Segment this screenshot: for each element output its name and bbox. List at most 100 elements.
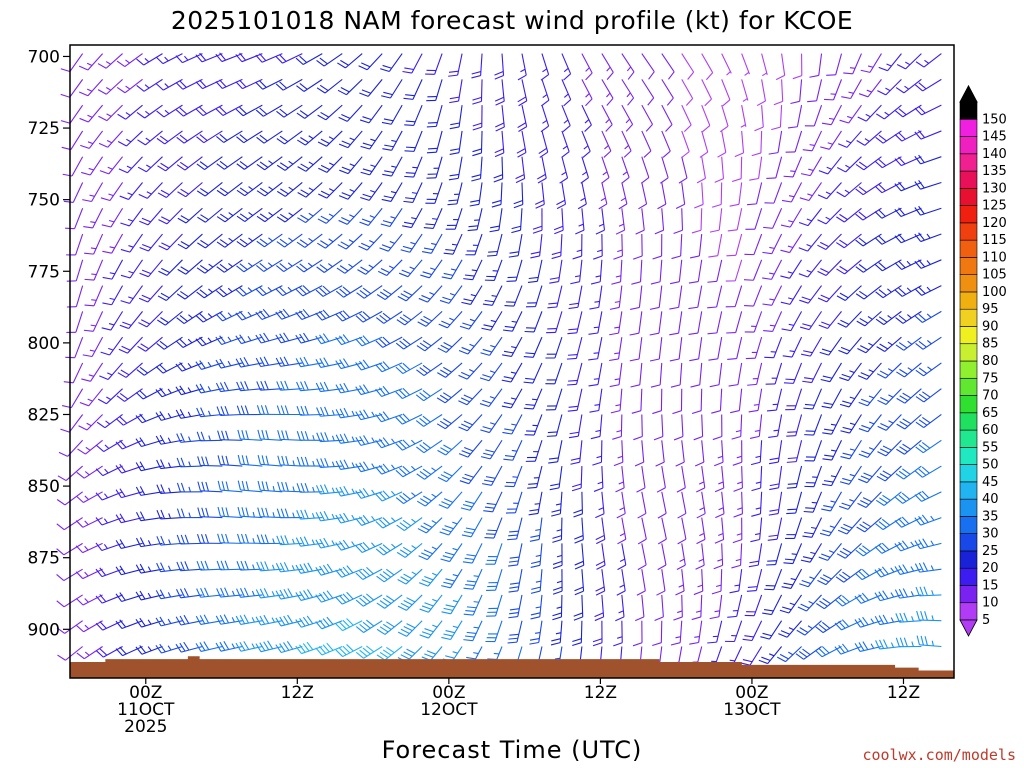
barb-half	[906, 260, 912, 266]
barb-half	[542, 68, 548, 73]
barb-flag	[378, 362, 387, 371]
barb-staff	[621, 517, 627, 540]
barb-flag	[160, 189, 170, 196]
barb-flag	[629, 332, 640, 336]
barb-flag	[376, 294, 386, 301]
barb-half	[271, 591, 275, 597]
barb-half	[291, 565, 295, 571]
barb-flag	[732, 461, 742, 466]
barb-half	[106, 396, 112, 401]
barb-half	[431, 242, 437, 246]
barb-flag	[399, 467, 407, 476]
barb-flag	[160, 162, 169, 169]
barb-half	[288, 186, 294, 191]
wind-barb	[548, 440, 563, 464]
barb-flag	[858, 594, 866, 603]
wind-barb	[339, 156, 363, 175]
barb-flag	[299, 564, 306, 573]
barb-staff	[828, 130, 842, 150]
barb-staff	[919, 619, 942, 622]
wind-barb	[375, 310, 403, 324]
barb-staff	[466, 362, 483, 380]
wind-barb	[754, 105, 764, 132]
barb-flag	[375, 364, 383, 373]
barb-half	[227, 336, 232, 342]
barb-flag	[141, 269, 152, 275]
barb-staff	[532, 336, 543, 358]
barb-staff	[681, 414, 684, 437]
barb-flag	[402, 362, 411, 371]
barb-flag	[379, 651, 389, 659]
barb-flag	[121, 345, 131, 351]
wind-barb	[895, 612, 922, 623]
barb-staff	[618, 311, 623, 334]
barb-flag	[216, 163, 225, 170]
barb-flag	[858, 478, 868, 484]
wind-barb	[613, 234, 623, 260]
barb-half	[146, 191, 152, 195]
wind-barb	[621, 53, 635, 80]
barb-staff	[561, 53, 572, 75]
barb-flag	[773, 100, 783, 106]
barb-flag	[141, 319, 150, 325]
barb-staff	[74, 336, 84, 358]
barb-flag	[382, 517, 391, 525]
barb-half	[267, 286, 273, 292]
barb-flag	[395, 469, 404, 478]
barb-flag	[99, 594, 107, 603]
barb-flag	[183, 587, 190, 598]
barb-flag	[382, 463, 390, 472]
barb-half	[187, 338, 193, 344]
barb-half	[105, 420, 111, 425]
barb-flag	[276, 110, 285, 118]
barb-staff	[111, 259, 124, 280]
barb-staff	[147, 259, 163, 278]
wind-barb	[485, 620, 503, 643]
barb-flag	[898, 287, 907, 295]
barb-flag	[858, 237, 867, 245]
barb-flag	[449, 96, 460, 100]
wind-barb	[335, 285, 363, 298]
barb-flag	[733, 513, 743, 518]
barb-flag	[337, 244, 347, 250]
barb-half	[146, 164, 152, 169]
wind-barb	[613, 620, 623, 647]
wind-barb	[295, 589, 323, 601]
barb-flag	[878, 521, 887, 528]
barb-flag	[79, 401, 89, 407]
wind-barb	[449, 79, 463, 104]
barb-half	[754, 532, 761, 536]
wind-barb	[855, 233, 882, 247]
wind-barb	[914, 205, 942, 216]
barb-staff	[806, 594, 822, 612]
barb-flag	[480, 456, 491, 460]
wind-barb	[650, 362, 663, 388]
barb-staff	[903, 465, 922, 480]
wind-barb	[82, 336, 104, 358]
barb-half	[106, 87, 112, 91]
barb-flag	[422, 271, 432, 276]
barb-flag	[730, 410, 740, 414]
barb-half	[714, 610, 720, 613]
barb-flag	[235, 54, 243, 63]
barb-flag	[360, 196, 370, 201]
barb-flag	[733, 487, 743, 492]
barb-half	[597, 481, 603, 485]
barb-flag	[175, 409, 182, 419]
barb-flag	[675, 590, 685, 596]
barb-flag	[339, 169, 349, 175]
barb-flag	[461, 450, 471, 455]
barb-flag	[359, 313, 367, 321]
wind-barb	[574, 517, 584, 544]
barb-staff	[449, 568, 463, 589]
barb-flag	[747, 586, 758, 588]
barb-flag	[554, 229, 564, 235]
barb-staff	[807, 207, 822, 226]
barb-flag	[731, 178, 742, 183]
wind-barb	[276, 104, 303, 118]
barb-flag	[508, 590, 519, 593]
wind-barb	[501, 388, 523, 409]
barb-staff	[621, 594, 625, 617]
barb-flag	[244, 405, 249, 415]
